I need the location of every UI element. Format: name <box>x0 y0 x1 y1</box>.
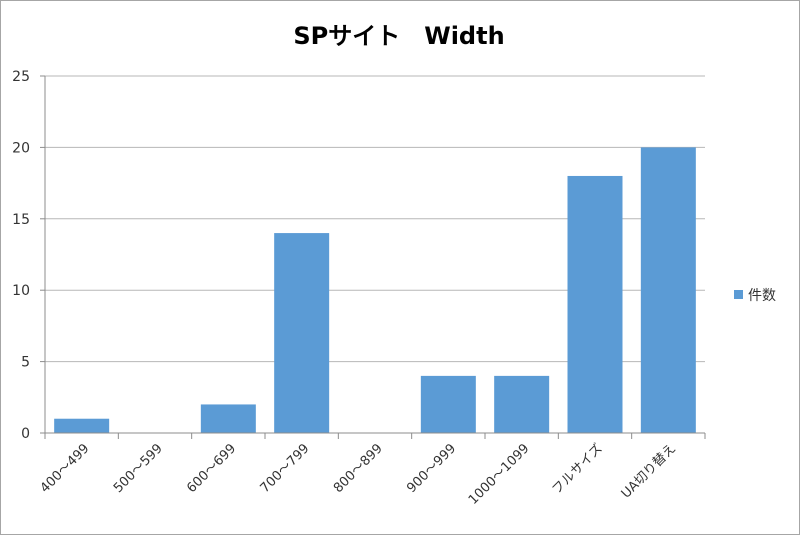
x-tick-label: 900～999 <box>404 441 459 496</box>
chart-title: SPサイト Width <box>293 22 505 50</box>
legend-label: 件数 <box>748 288 776 304</box>
x-tick-label: 400～499 <box>38 441 93 496</box>
x-tick-label: 600～699 <box>184 441 239 496</box>
bar <box>494 375 550 433</box>
y-tick-label: 20 <box>12 140 30 156</box>
legend: 件数 <box>734 288 776 304</box>
y-tick-label: 25 <box>12 69 30 85</box>
x-tick-label: フルサイズ <box>549 441 606 498</box>
y-tick-label: 10 <box>12 283 30 299</box>
x-tick-label: 800～899 <box>331 441 386 496</box>
bars <box>54 147 696 433</box>
x-tick-label: 700～799 <box>258 441 313 496</box>
legend-swatch <box>734 290 743 299</box>
bar <box>640 147 696 433</box>
bar <box>200 404 256 433</box>
bar <box>274 233 330 433</box>
x-tick-label: 1000～1099 <box>466 441 533 508</box>
x-tick-label: UA切り替え <box>619 441 679 501</box>
y-tick-label: 0 <box>21 426 30 442</box>
x-tick-label: 500～599 <box>111 441 166 496</box>
y-tick-label: 5 <box>21 355 30 371</box>
bar <box>54 418 110 433</box>
y-tick-label: 15 <box>12 212 30 228</box>
bar <box>420 375 476 433</box>
bar <box>567 175 623 433</box>
